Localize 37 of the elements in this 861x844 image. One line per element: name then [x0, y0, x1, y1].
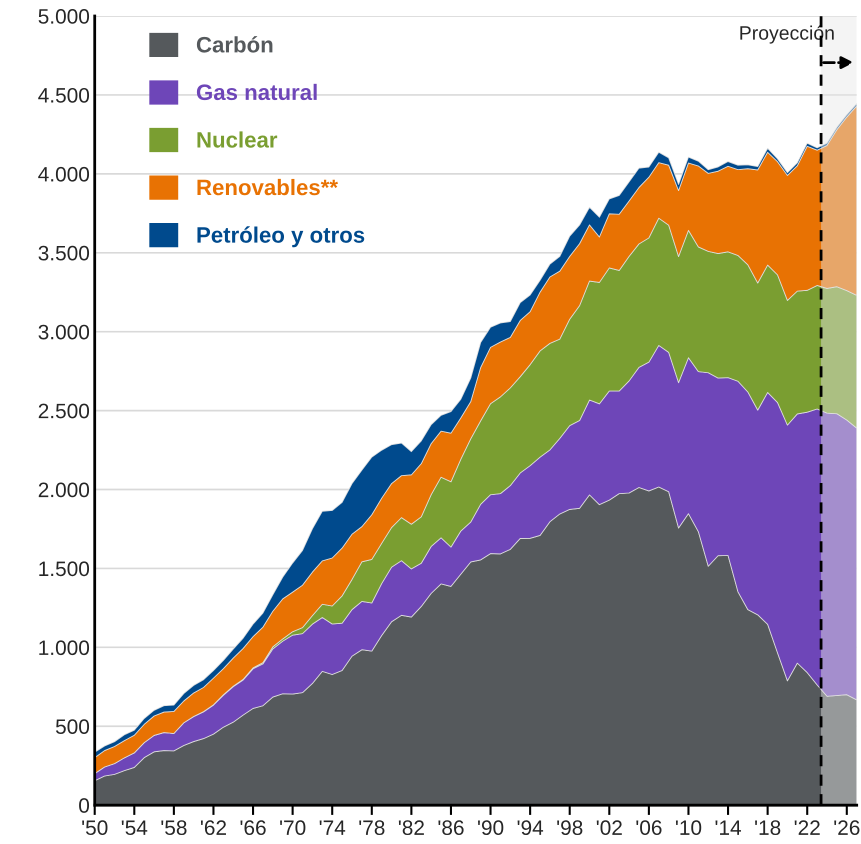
x-tick-label: '82 [398, 820, 424, 836]
y-tick-label: 3.500 [38, 246, 90, 261]
legend-label: Carbón [196, 36, 272, 53]
y-tick-label: 2.500 [38, 404, 90, 418]
x-tick-label: '14 [716, 820, 742, 835]
y-tick-label: 4.000 [38, 166, 90, 182]
y-tick-label: 2.000 [38, 482, 90, 498]
y-tick-label: 4.500 [38, 88, 90, 103]
x-tick-label: '02 [596, 820, 622, 836]
x-tick-label: '66 [240, 820, 266, 836]
x-tick-label: '26 [834, 820, 860, 836]
x-tick-label: '10 [676, 820, 702, 836]
ref-line-label: Proyección [740, 25, 834, 44]
x-tick-label: '62 [200, 820, 226, 836]
legend-label: Petróleo y otros [197, 226, 364, 248]
y-tick-label: 500 [56, 719, 90, 734]
x-tick-label: '06 [636, 820, 662, 836]
x-tick-label: '22 [794, 820, 820, 835]
x-tick-label: '86 [438, 820, 464, 836]
x-tick-label: '78 [359, 820, 384, 836]
x-tick-label: '50 [82, 820, 108, 836]
y-tick-label: 1.500 [39, 561, 90, 576]
legend-label: Renovables** [197, 178, 338, 196]
x-tick-label: '70 [280, 820, 306, 836]
x-tick-label: '18 [755, 820, 780, 836]
y-tick-label: 3.000 [38, 324, 90, 340]
x-tick-label: '54 [122, 820, 148, 836]
x-tick-label: '74 [320, 820, 346, 835]
x-tick-label: '94 [518, 820, 544, 836]
legend-label: Nuclear [197, 131, 278, 148]
x-tick-label: '90 [478, 820, 504, 836]
y-tick-label: 1.000 [39, 640, 90, 656]
x-tick-label: '98 [557, 820, 582, 836]
legend-label: Gas natural [196, 84, 317, 100]
y-tick-label: 0 [79, 798, 90, 813]
y-tick-label: 5.000 [38, 9, 90, 24]
x-tick-label: '58 [161, 820, 187, 836]
